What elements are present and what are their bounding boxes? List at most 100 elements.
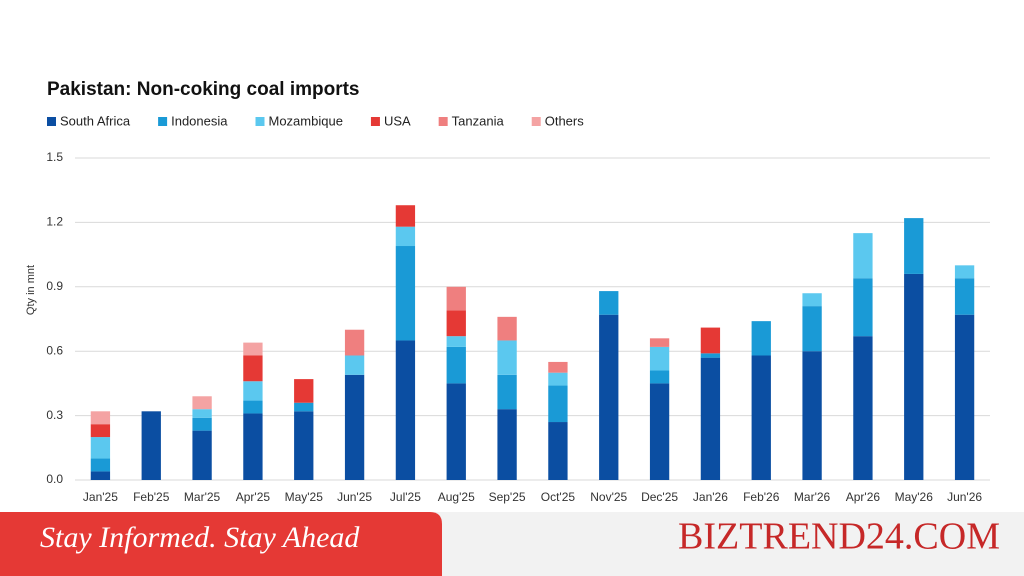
x-tick-label: Jun'25: [337, 490, 372, 504]
bar-segment: [548, 422, 568, 480]
banner-tag: [0, 512, 442, 576]
bar-segment: [954, 278, 975, 315]
x-tick-label: Jan'26: [693, 490, 728, 504]
bar-segment: [548, 372, 568, 386]
bar-segment: [599, 291, 619, 315]
x-tick-label: Feb'25: [133, 490, 170, 504]
legend-swatch: [158, 117, 168, 126]
bar-segment: [649, 338, 670, 347]
bar-segment: [395, 340, 416, 480]
bar-segment: [294, 402, 314, 412]
x-tick-label: Jun'26: [947, 490, 982, 504]
bar-segment: [700, 327, 721, 354]
y-axis-label: Qty in mnt: [25, 265, 37, 315]
bar-segment: [446, 346, 466, 384]
bar-segment: [90, 471, 111, 480]
bar-segment: [548, 361, 568, 373]
bar-segment: [395, 246, 416, 341]
legend-label: USA: [384, 113, 411, 128]
bar-segment: [700, 357, 721, 480]
bar-segment: [141, 411, 161, 480]
x-tick-label: May'26: [895, 490, 934, 504]
bar-segment: [599, 314, 619, 480]
bar-segment: [497, 340, 517, 375]
x-tick-label: Aug'25: [438, 490, 475, 504]
x-tick-label: Sep'25: [489, 490, 526, 504]
bar-segment: [243, 413, 263, 480]
x-tick-label: May'25: [285, 490, 324, 504]
x-tick-label: Mar'25: [184, 490, 221, 504]
bar-segment: [294, 379, 314, 403]
y-tick-label: 0.3: [46, 408, 63, 422]
legend-label: Tanzania: [452, 113, 505, 128]
bar-segment: [243, 400, 263, 414]
tagline: Stay Informed. Stay Ahead: [40, 521, 360, 554]
bar-segment: [446, 383, 466, 480]
bar-segment: [497, 409, 517, 480]
x-tick-label: Oct'25: [541, 490, 576, 504]
legend-swatch: [47, 117, 56, 126]
bar-segment: [395, 226, 416, 247]
bar-segment: [649, 370, 670, 384]
legend-swatch: [438, 117, 448, 126]
bar-segment: [904, 273, 924, 480]
bar-segment: [751, 355, 771, 480]
bar-segment: [751, 321, 771, 356]
x-tick-label: Mar'26: [794, 490, 831, 504]
y-tick-label: 1.5: [46, 150, 63, 164]
bar-segment: [446, 286, 466, 311]
x-tick-label: Nov'25: [590, 490, 627, 504]
bar-segment: [548, 385, 568, 423]
bar-segment: [853, 278, 873, 337]
y-tick-label: 0.0: [46, 472, 63, 486]
chart-title: Pakistan: Non-coking coal imports: [47, 79, 360, 100]
legend-label: Indonesia: [171, 113, 228, 128]
bar-segment: [954, 314, 975, 480]
bar-segment: [243, 381, 263, 401]
legend-label: South Africa: [60, 113, 131, 128]
bar-segment: [294, 411, 314, 480]
x-tick-label: Feb'26: [743, 490, 780, 504]
bar-segment: [344, 374, 365, 480]
bar-segment: [497, 316, 517, 341]
bar-segment: [446, 336, 466, 347]
bar-segment: [243, 355, 263, 382]
bar-segment: [90, 424, 111, 438]
legend-swatch: [531, 117, 541, 126]
y-tick-label: 0.6: [46, 343, 63, 357]
bar-segment: [853, 233, 873, 279]
x-tick-label: Dec'25: [641, 490, 678, 504]
bar-segment: [90, 411, 111, 425]
bar-segment: [90, 437, 111, 459]
x-tick-label: Jul'25: [390, 490, 421, 504]
bar-segment: [802, 306, 822, 352]
x-tick-label: Apr'25: [236, 490, 271, 504]
bar-segment: [395, 205, 416, 227]
legend-label: Others: [545, 113, 585, 128]
bar-segment: [243, 342, 263, 356]
bar-segment: [649, 383, 670, 480]
x-tick-label: Apr'26: [846, 490, 881, 504]
bar-segment: [344, 355, 365, 375]
x-tick-label: Jan'25: [83, 490, 118, 504]
bar-segment: [344, 329, 365, 356]
bar-segment: [192, 430, 212, 480]
bar-segment: [192, 417, 212, 431]
plot: 0.0 0.3 0.6 0.9 1.2 1.5 South Africa Indonesia M…: [46, 113, 990, 504]
bar-segment: [497, 374, 517, 410]
bar-segment: [90, 458, 111, 472]
legend-swatch: [255, 117, 265, 126]
legend-swatch: [370, 117, 380, 126]
bar-segment: [853, 336, 873, 480]
bar-segment: [904, 218, 924, 274]
bar-segment: [446, 310, 466, 337]
brand: BIZTREND24.COM: [678, 516, 1000, 558]
bar-segment: [192, 396, 212, 410]
y-tick-label: 1.2: [46, 215, 63, 229]
y-tick-label: 0.9: [46, 279, 63, 293]
legend-label: Mozambique: [269, 113, 343, 128]
bar-segment: [954, 265, 975, 279]
bar-segment: [802, 293, 822, 307]
